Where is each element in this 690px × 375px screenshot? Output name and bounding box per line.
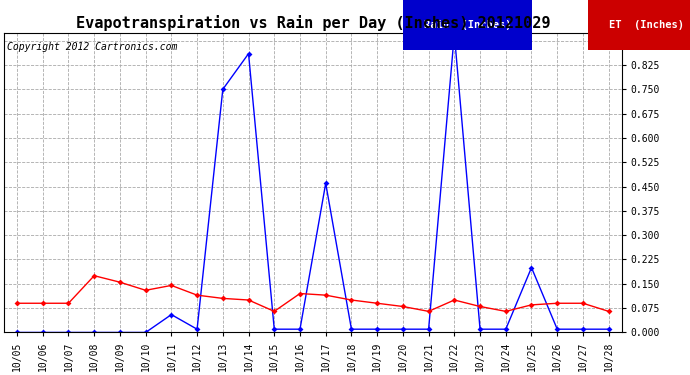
Title: Evapotranspiration vs Rain per Day (Inches) 20121029: Evapotranspiration vs Rain per Day (Inch… <box>76 15 550 32</box>
Text: Rain  (Inches): Rain (Inches) <box>424 20 511 30</box>
Text: Copyright 2012 Cartronics.com: Copyright 2012 Cartronics.com <box>8 42 177 52</box>
Text: ET  (Inches): ET (Inches) <box>609 20 684 30</box>
